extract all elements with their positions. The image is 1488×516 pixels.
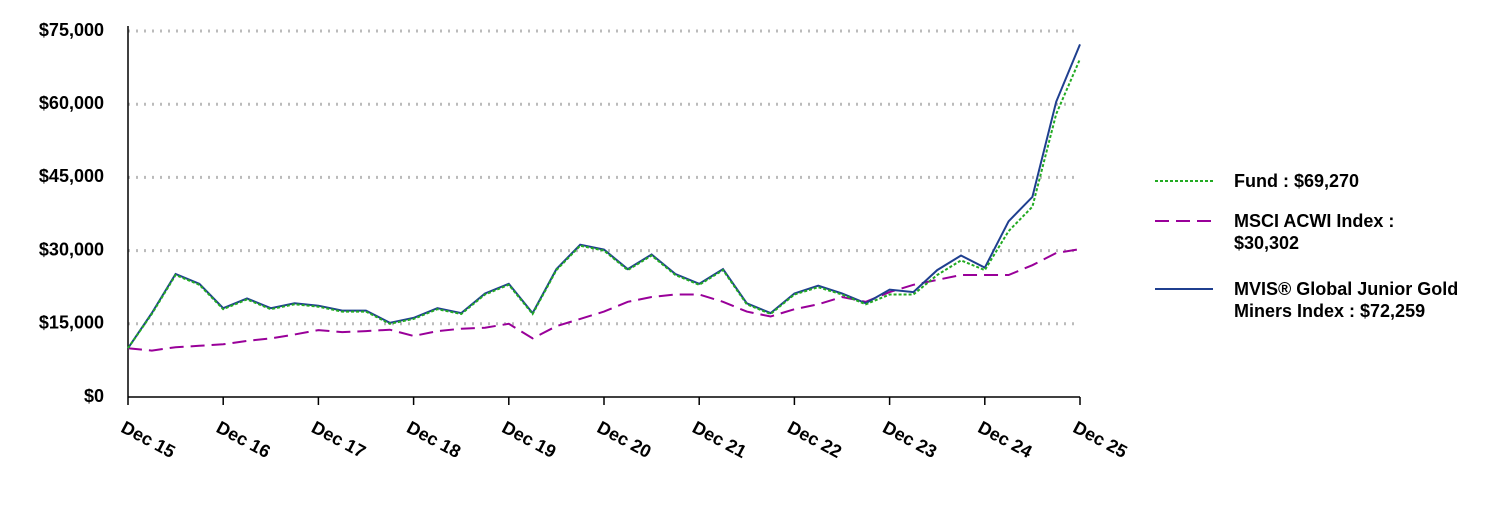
y-tick-label: $0 [84,386,104,406]
y-tick-label: $15,000 [39,313,104,333]
y-tick-label: $75,000 [39,20,104,40]
x-tick-label: Dec 16 [213,417,274,462]
x-tick-label: Dec 22 [784,417,845,462]
x-tick-label: Dec 17 [308,417,369,462]
legend-label: Fund : $69,270 [1234,171,1360,191]
x-tick-label: Dec 19 [499,417,560,462]
legend-label: MVIS® Global Junior Gold Miners Index : … [1234,279,1459,321]
series-line [127,44,1081,349]
x-tick-label: Dec 18 [403,417,464,462]
y-tick-label: $60,000 [39,93,104,113]
legend-label: MSCI ACWI Index : $30,302 [1234,211,1395,253]
y-tick-label: $30,000 [39,239,104,259]
x-tick-label: Dec 23 [879,417,940,462]
series-line [127,58,1081,349]
y-tick-label: $45,000 [39,166,104,186]
series-line [127,248,1081,352]
x-tick-label: Dec 24 [975,417,1036,462]
x-tick-label: Dec 15 [118,417,179,462]
x-tick-label: Dec 20 [594,417,655,462]
x-tick-label: Dec 21 [689,417,750,462]
x-tick-label: Dec 25 [1070,417,1131,462]
